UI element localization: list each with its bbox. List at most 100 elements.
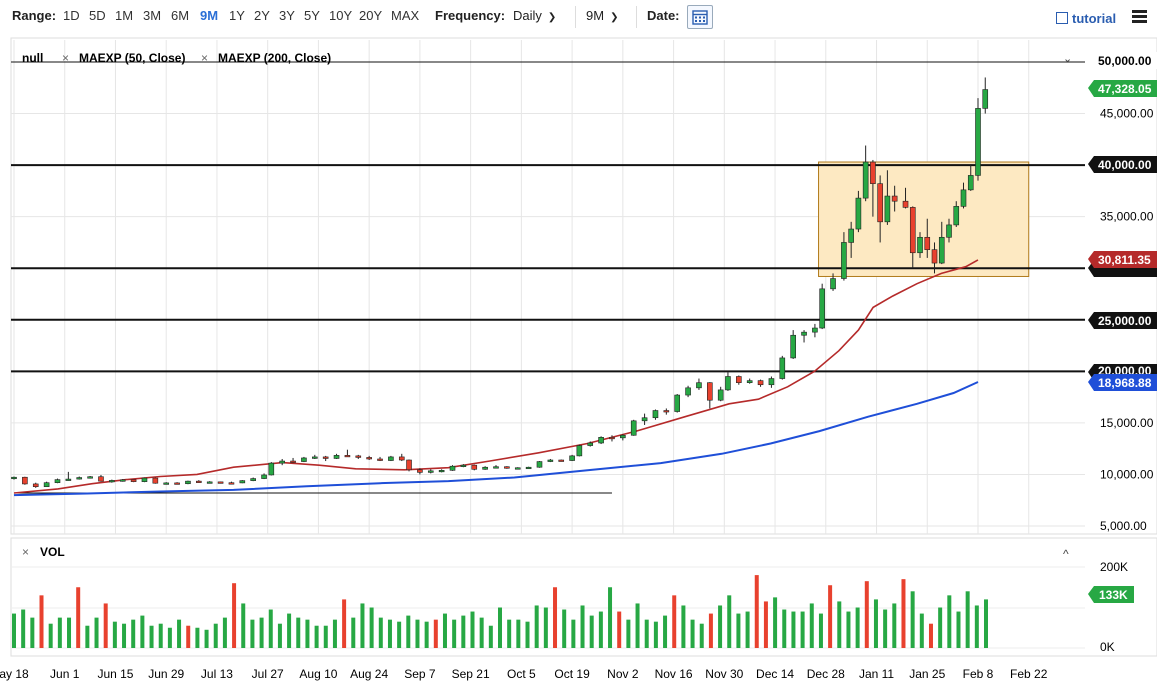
volume-bar [296,617,301,648]
svg-text:50,000.00: 50,000.00 [1098,54,1152,68]
svg-text:133K: 133K [1099,588,1128,602]
svg-text:25,000.00: 25,000.00 [1098,314,1152,328]
candle [902,187,909,209]
label-last-price: 47,328.05 [1088,80,1157,97]
candle [43,481,50,488]
svg-text:18,968.88: 18,968.88 [1098,376,1152,390]
calendar-icon[interactable] [687,5,713,29]
volume-bar [892,603,897,648]
volume-bar [76,587,81,648]
volume-bar [727,595,732,648]
range-button-6m[interactable]: 6M [171,8,190,23]
range-button-max[interactable]: MAX [391,8,420,23]
candle [119,479,126,482]
period-select[interactable]: 9M ❯ [586,8,618,23]
candle [757,379,764,387]
candle [685,385,691,398]
y-tick-label: 10,000.00 [1100,467,1154,481]
candle [355,454,362,459]
candle [862,145,869,202]
candle [779,355,786,380]
volume-label: VOL [40,545,65,559]
legend-ema200: MAEXP (200, Close) [218,51,331,65]
range-button-1m[interactable]: 1M [115,8,134,23]
label-ema200: 18,968.88 [1088,374,1157,391]
candle [960,182,967,209]
volume-bar [745,611,750,648]
volume-bar [718,605,723,648]
tutorial-icon [1056,12,1068,24]
volume-bar [158,623,163,648]
x-tick-label: ay 18 [0,667,29,681]
volume-bar [378,617,383,648]
range-button-9m[interactable]: 9M [200,8,219,23]
range-button-2y[interactable]: 2Y [254,8,270,23]
volume-bar [516,619,521,648]
candle [206,481,213,484]
candle [982,77,989,114]
tutorial-label: tutorial [1072,11,1117,26]
close-x-icon[interactable]: × [62,51,69,65]
x-tick-label: Aug 10 [299,667,337,681]
collapse-chevron-icon[interactable]: ^ [1063,547,1069,561]
volume-bar [406,615,411,648]
volume-bar [672,595,677,648]
volume-bar [883,609,888,648]
range-button-10y[interactable]: 10Y [329,8,353,23]
candle [174,482,180,485]
chevron-down-icon: ❯ [547,12,557,23]
label-level-40k: 40,000.00 [1088,156,1157,173]
candle [11,476,17,480]
volume-bar [681,605,686,648]
volume-bar [837,601,842,648]
volume-bar [855,607,860,648]
candle [663,408,670,415]
volume-bar [232,583,237,648]
candle [630,419,637,436]
volume-bar [663,615,668,648]
x-tick-label: Aug 24 [350,667,388,681]
close-x-icon[interactable]: × [201,51,208,65]
x-tick-label: Jul 27 [252,667,284,681]
range-button-3m[interactable]: 3M [143,8,162,23]
candle [558,459,565,462]
range-button-5y[interactable]: 5Y [304,8,320,23]
volume-bar [39,595,44,648]
range-button-5d[interactable]: 5D [89,8,106,23]
candle [812,323,818,338]
candle [848,221,854,258]
candle [471,464,478,471]
candle [311,454,318,459]
range-button-1y[interactable]: 1Y [229,8,245,23]
candle [504,466,510,469]
candle [130,479,137,483]
volume-bar [763,601,768,648]
range-button-1d[interactable]: 1D [63,8,80,23]
legend-ema50: MAEXP (50, Close) [79,51,185,65]
volume-bar [67,617,72,648]
volume-bar [984,599,988,648]
volume-bar [57,617,62,648]
candle [185,480,191,485]
range-button-3y[interactable]: 3Y [279,8,295,23]
consolidation-box [818,161,1030,277]
tutorial-link[interactable]: tutorial [1056,11,1116,26]
x-tick-label: Oct 19 [554,667,590,681]
candle [917,232,923,258]
price-panel [10,37,1157,535]
collapse-chevron-icon[interactable]: ⌄ [1063,53,1072,65]
volume-bar [873,599,878,648]
x-tick-label: Feb 22 [1010,667,1048,681]
range-button-20y[interactable]: 20Y [359,8,383,23]
close-x-icon[interactable]: × [22,545,29,559]
volume-bar [360,603,365,648]
volume-bar [818,613,823,648]
volume-bar [498,607,502,648]
volume-bar [433,619,438,648]
x-tick-label: Jan 25 [909,667,945,681]
candle [576,444,583,457]
menu-icon[interactable] [1132,10,1147,23]
volume-bar [534,605,539,648]
candle [228,481,235,485]
frequency-select[interactable]: Daily ❯ [513,8,556,23]
